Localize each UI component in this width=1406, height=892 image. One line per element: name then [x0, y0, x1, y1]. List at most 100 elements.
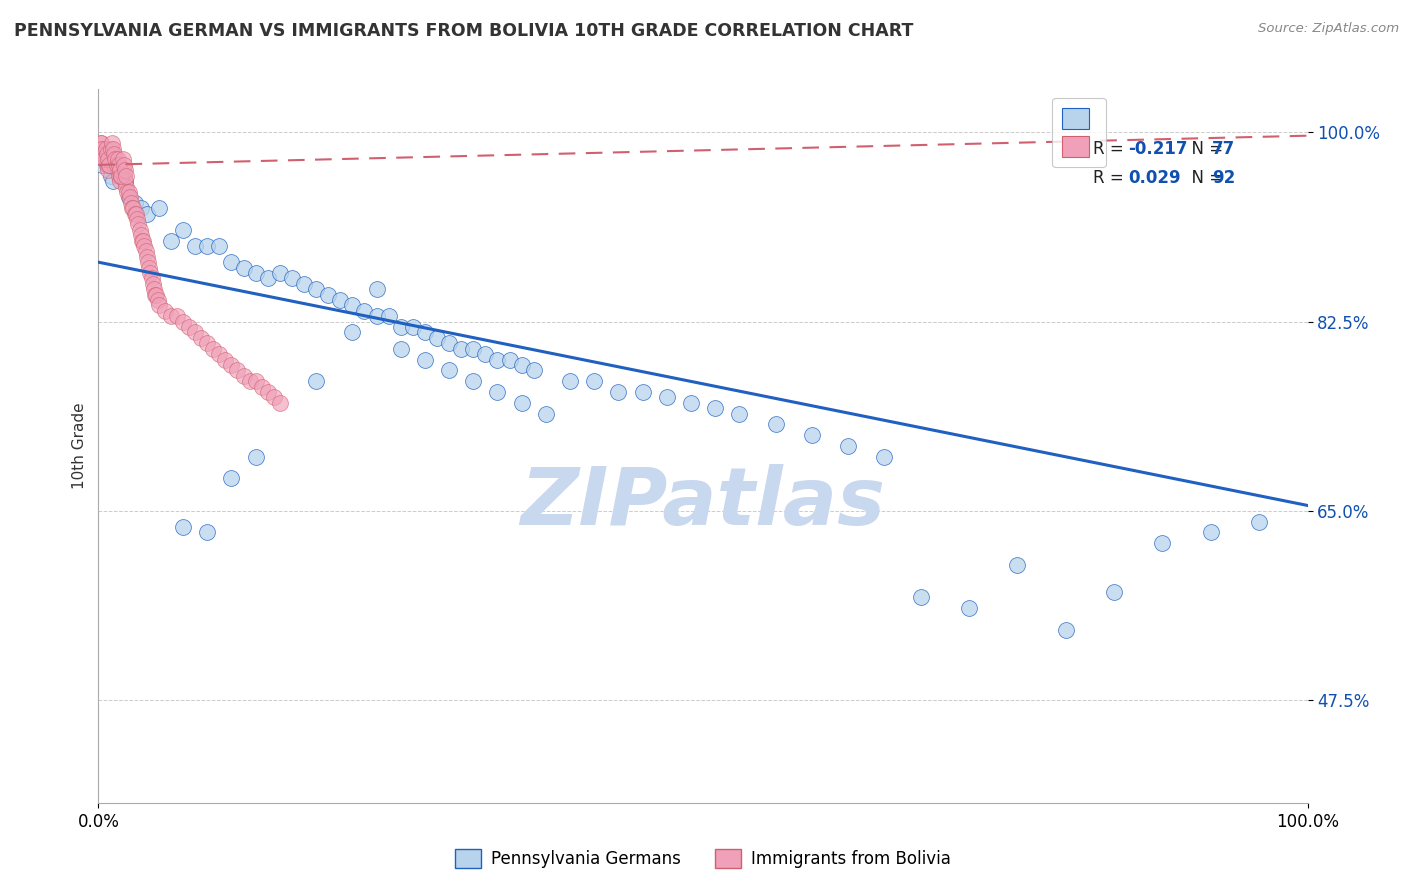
- Point: [104, 153, 127, 167]
- Point: [108, 158, 131, 172]
- Point: [139, 266, 162, 280]
- Point: [98, 158, 121, 172]
- Point: [305, 282, 328, 296]
- Point: [138, 260, 160, 275]
- Point: [91, 147, 114, 161]
- Point: [91, 142, 114, 156]
- Point: [221, 471, 243, 485]
- Point: [413, 352, 436, 367]
- Point: [101, 142, 124, 156]
- Point: [221, 358, 243, 372]
- Point: [208, 347, 231, 361]
- Point: [127, 218, 149, 232]
- Point: [160, 234, 183, 248]
- Point: [112, 158, 135, 172]
- Point: [97, 153, 120, 167]
- Point: [111, 163, 134, 178]
- Point: [125, 206, 148, 220]
- Point: [105, 158, 128, 172]
- Point: [1152, 536, 1174, 550]
- Point: [523, 363, 546, 377]
- Point: [263, 390, 285, 404]
- Point: [800, 428, 823, 442]
- Point: [655, 390, 678, 404]
- Point: [114, 174, 136, 188]
- Point: [153, 303, 176, 318]
- Point: [135, 250, 157, 264]
- Point: [142, 277, 165, 291]
- Point: [129, 228, 152, 243]
- Point: [910, 591, 932, 605]
- Point: [607, 384, 630, 399]
- Point: [96, 147, 118, 161]
- Point: [114, 163, 136, 178]
- Point: [583, 374, 606, 388]
- Point: [91, 142, 114, 156]
- Point: [100, 169, 122, 183]
- Point: [179, 320, 201, 334]
- Point: [118, 185, 141, 199]
- Point: [118, 190, 141, 204]
- Point: [120, 195, 142, 210]
- Point: [510, 358, 533, 372]
- Point: [195, 336, 218, 351]
- Point: [510, 396, 533, 410]
- Text: Source: ZipAtlas.com: Source: ZipAtlas.com: [1258, 22, 1399, 36]
- Text: 92: 92: [1212, 169, 1236, 187]
- Point: [474, 347, 496, 361]
- Point: [202, 342, 225, 356]
- Text: -0.217: -0.217: [1128, 140, 1187, 159]
- Point: [1249, 515, 1271, 529]
- Point: [957, 601, 980, 615]
- Point: [117, 185, 139, 199]
- Point: [145, 287, 167, 301]
- Point: [239, 374, 262, 388]
- Point: [132, 234, 155, 248]
- Y-axis label: 10th Grade: 10th Grade: [72, 402, 87, 490]
- Point: [437, 363, 460, 377]
- Point: [103, 158, 125, 172]
- Point: [131, 234, 153, 248]
- Point: [101, 153, 124, 167]
- Point: [353, 303, 375, 318]
- Point: [377, 310, 399, 324]
- Point: [90, 136, 112, 151]
- Point: [118, 190, 141, 204]
- Point: [498, 352, 520, 367]
- Point: [94, 153, 117, 167]
- Point: [136, 255, 159, 269]
- Point: [172, 315, 194, 329]
- Point: [172, 223, 194, 237]
- Point: [366, 282, 388, 296]
- Point: [115, 179, 138, 194]
- Point: [256, 384, 278, 399]
- Point: [728, 407, 751, 421]
- Text: R =: R =: [1092, 140, 1129, 159]
- Text: PENNSYLVANIA GERMAN VS IMMIGRANTS FROM BOLIVIA 10TH GRADE CORRELATION CHART: PENNSYLVANIA GERMAN VS IMMIGRANTS FROM B…: [14, 22, 914, 40]
- Point: [100, 136, 122, 151]
- Point: [172, 520, 194, 534]
- Point: [402, 320, 425, 334]
- Point: [558, 374, 581, 388]
- Legend: Pennsylvania Germans, Immigrants from Bolivia: Pennsylvania Germans, Immigrants from Bo…: [449, 842, 957, 875]
- Point: [96, 158, 118, 172]
- Point: [112, 169, 135, 183]
- Point: [100, 142, 122, 156]
- Point: [305, 374, 328, 388]
- Point: [184, 326, 207, 340]
- Point: [105, 158, 128, 172]
- Point: [450, 342, 472, 356]
- Point: [837, 439, 859, 453]
- Point: [128, 223, 150, 237]
- Legend: , : ,: [1053, 97, 1105, 167]
- Point: [342, 298, 364, 312]
- Point: [97, 163, 120, 178]
- Point: [281, 271, 304, 285]
- Point: [93, 153, 115, 167]
- Point: [135, 244, 157, 259]
- Point: [93, 153, 115, 167]
- Point: [413, 326, 436, 340]
- Point: [269, 266, 291, 280]
- Point: [124, 195, 146, 210]
- Text: R =: R =: [1092, 169, 1129, 187]
